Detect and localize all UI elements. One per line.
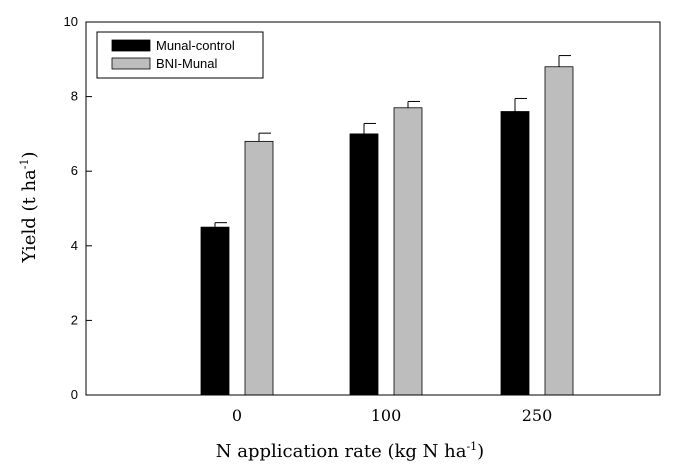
legend-swatch-munal-control (111, 39, 151, 52)
x-axis-ticks: 0 100 250 (232, 406, 552, 425)
y-tick-label: 10 (64, 14, 78, 29)
y-tick-label: 2 (71, 312, 78, 327)
legend-label-munal-control: Munal-control (156, 38, 235, 53)
bar-munal-control-250 (500, 111, 530, 396)
error-bars (214, 55, 571, 228)
axes (85, 21, 661, 396)
y-tick-label: 4 (71, 238, 78, 253)
legend: Munal-control BNI-Munal (96, 31, 264, 79)
x-axis-title: N application rate (kg N ha-1) (216, 440, 484, 462)
bar-munal-control-100 (349, 133, 379, 396)
y-tick-label: 6 (71, 163, 78, 178)
bar-bni-munal-250 (544, 66, 574, 396)
legend-swatch-bni-munal (111, 57, 151, 70)
y-tick-label: 8 (71, 89, 78, 104)
bar-bni-munal-0 (244, 140, 274, 396)
x-tick-label: 250 (522, 406, 553, 425)
y-axis-title: Yield (t ha-1) (18, 151, 40, 263)
plot-frame (85, 21, 661, 396)
bar-bni-munal-100 (393, 107, 423, 396)
x-tick-label: 100 (371, 406, 402, 425)
x-tick-label: 0 (232, 406, 242, 425)
y-axis-ticks: 0 2 4 6 8 10 (64, 14, 92, 402)
bars (200, 66, 574, 396)
y-tick-label: 0 (71, 387, 78, 402)
bar-munal-control-0 (200, 226, 230, 396)
legend-label-bni-munal: BNI-Munal (156, 56, 218, 71)
